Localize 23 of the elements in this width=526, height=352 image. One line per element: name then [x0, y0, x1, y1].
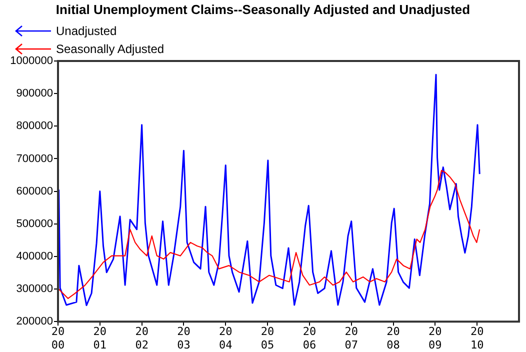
x-tick-label: 2008 — [386, 325, 400, 352]
x-tick-label: 2009 — [428, 325, 442, 352]
x-tick-label: 2001 — [93, 325, 107, 352]
x-tick-label: 2006 — [302, 325, 316, 352]
x-tick-label: 2005 — [260, 325, 274, 352]
x-tick-label: 2000 — [51, 325, 65, 352]
y-tick-label: 800000 — [16, 120, 53, 132]
y-tick-label: 200000 — [16, 316, 53, 328]
y-tick-label: 300000 — [16, 283, 53, 296]
y-tick-label: 900000 — [16, 88, 53, 100]
chart-title: Initial Unemployment Claims--Seasonally Adjusted and Unadjusted — [54, 2, 472, 17]
x-tick-label: 2003 — [177, 325, 190, 352]
y-tick-label: 400000 — [16, 250, 53, 262]
x-tick-label: 2007 — [344, 325, 358, 352]
y-tick-label: 600000 — [16, 185, 53, 198]
legend-label: Unadjusted — [56, 24, 117, 38]
y-tick-label: 500000 — [16, 218, 53, 230]
x-tick-label: 2010 — [470, 325, 484, 352]
x-tick-label: 2002 — [135, 325, 148, 352]
y-tick-label: 700000 — [16, 152, 53, 165]
x-tick-label: 2004 — [219, 325, 233, 352]
legend-label: Seasonally Adjusted — [56, 42, 164, 56]
y-tick-label: 1000000 — [10, 55, 53, 68]
